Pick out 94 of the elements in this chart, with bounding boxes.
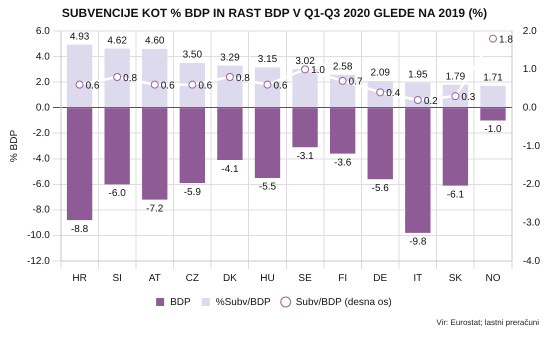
- data-label: 0.8: [236, 72, 250, 84]
- point: [76, 80, 84, 89]
- point: [263, 80, 272, 89]
- text: Vir: Eurostat; lastni preračuni: [436, 318, 539, 327]
- bar: [292, 108, 318, 148]
- y2-tick-label: -1.0: [522, 140, 540, 152]
- y-tick-label: 0.0: [36, 102, 50, 114]
- legend-label: Subv/BDP (desna os): [296, 296, 392, 308]
- data-label: -7.2: [146, 203, 164, 214]
- x-tick-label: SK: [448, 272, 462, 284]
- x-tick-label: SE: [298, 272, 312, 284]
- data-label: 0.6: [198, 80, 213, 92]
- data-label: 0.7: [348, 76, 363, 88]
- x-tick-label: DE: [373, 272, 388, 284]
- x-tick-label: HR: [72, 272, 87, 284]
- bar: [217, 108, 243, 160]
- data-label: -4.1: [221, 164, 239, 175]
- x-tick-label: HU: [260, 272, 275, 284]
- point: [488, 34, 497, 43]
- data-label: 3.29: [220, 52, 240, 64]
- y-tick-label: 4.0: [36, 51, 50, 62]
- point: [226, 73, 234, 81]
- bar: [405, 108, 430, 233]
- x-tick-label: AT: [148, 272, 161, 284]
- y-axis-title: % BDP: [8, 130, 20, 162]
- point: [338, 76, 347, 85]
- y2-tick-label: -2.0: [522, 179, 540, 190]
- point: [113, 73, 122, 81]
- data-label: -5.5: [258, 182, 277, 193]
- x-tick-label: FI: [338, 272, 348, 284]
- data-label: 0.6: [160, 80, 176, 92]
- data-label: -6.0: [108, 188, 126, 200]
- bar: [254, 108, 280, 178]
- y-tick-label: 6.0: [36, 26, 50, 37]
- bar: [104, 108, 130, 184]
- data-label: 0.2: [424, 96, 438, 107]
- x-tick-label: NO: [485, 272, 501, 284]
- x-tick-label: SI: [112, 272, 122, 284]
- point: [414, 96, 422, 104]
- data-label: 4.62: [107, 35, 128, 46]
- chart-title: SUBVENCIJE KOT % BDP IN RAST BDP V Q1-Q3 2020 GLEDE NA 2019 (%): [60, 6, 488, 20]
- data-label: 1.79: [446, 72, 466, 83]
- legend-label: %Subv/BDP: [216, 296, 272, 308]
- x-tick-label: IT: [413, 272, 422, 284]
- data-label: 1.71: [483, 72, 504, 84]
- y2-tick-label: 0.0: [522, 102, 538, 114]
- data-label: 1.95: [408, 70, 428, 80]
- data-label: -6.1: [446, 189, 464, 200]
- data-label: 3.02: [295, 56, 316, 67]
- point: [150, 80, 159, 89]
- y-tick-label: 2.0: [36, 76, 50, 88]
- data-label: -5.6: [372, 182, 390, 194]
- bar: [142, 108, 168, 200]
- x-tick-label: CZ: [186, 272, 199, 284]
- y2-tick-label: -3.0: [522, 217, 540, 228]
- data-label: 0.8: [123, 72, 138, 84]
- data-label: 0.6: [273, 80, 288, 92]
- bar: [442, 108, 468, 186]
- y-tick-label: -8.0: [32, 204, 50, 216]
- y-tick-label: -4.0: [32, 154, 50, 165]
- y-tick-label: -2.0: [32, 128, 50, 139]
- data-label: -9.8: [409, 236, 427, 248]
- bar: [480, 86, 506, 108]
- bar: [180, 108, 206, 184]
- y2-tick-label: 1.0: [522, 64, 538, 76]
- data-label: 0.3: [461, 92, 476, 103]
- legend-label: BDP: [170, 296, 192, 308]
- data-label: 0.4: [386, 88, 401, 100]
- data-label: 1.0: [311, 65, 326, 76]
- bar: [66, 108, 92, 220]
- point: [188, 80, 196, 89]
- data-label: 4.93: [70, 31, 90, 42]
- data-label: 2.09: [370, 68, 390, 79]
- y2-tick-label: 2.0: [522, 26, 538, 37]
- data-label: 3.15: [258, 54, 278, 66]
- y-tick-label: -6.0: [32, 179, 50, 190]
- data-label: -8.8: [70, 224, 89, 235]
- y-tick-label: -10.0: [26, 230, 50, 242]
- data-label: 2.58: [332, 61, 353, 72]
- data-label: 0.6: [86, 80, 100, 92]
- data-label: -5.9: [184, 186, 202, 198]
- data-label: 4.60: [145, 36, 165, 47]
- x-tick-label: DK: [222, 272, 238, 284]
- bar: [480, 108, 506, 120]
- data-label: 3.50: [182, 50, 202, 61]
- data-label: -3.6: [334, 157, 352, 168]
- y-tick-label: -12.0: [26, 256, 50, 267]
- point: [301, 65, 310, 74]
- bar: [368, 108, 393, 180]
- bar: [330, 108, 356, 154]
- y2-tick-label: -4.0: [522, 256, 540, 267]
- data-label: 1.8: [498, 34, 514, 46]
- data-label: -3.1: [296, 151, 314, 162]
- data-label: -1.0: [484, 124, 502, 136]
